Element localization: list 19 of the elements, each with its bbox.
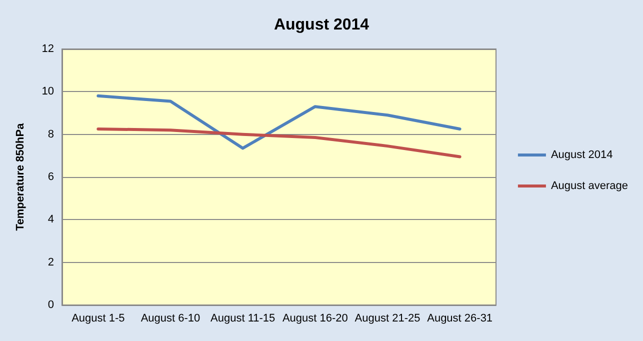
legend-label: August average [550,180,628,192]
y-axis-title: Temperature 850hPa [14,122,26,231]
legend-label: August 2014 [550,149,613,161]
x-tick-label: August 1-5 [72,312,125,324]
y-tick-label: 12 [42,43,54,55]
y-tick-label: 2 [48,256,54,268]
y-tick-label: 0 [48,299,54,311]
y-tick-label: 10 [42,86,54,98]
line-series [96,94,462,150]
x-tick-label: August 21-25 [354,312,420,324]
y-tick-label: 6 [48,171,54,183]
x-tick-label: August 26-31 [427,312,493,324]
chart-title: August 2014 [274,16,370,34]
x-tick-label: August 6-10 [140,312,200,324]
x-tick-label: August 16-20 [282,312,348,324]
y-tick-label: 8 [48,128,54,140]
y-tick-label: 4 [48,214,54,226]
line-series [96,128,462,158]
x-tick-label: August 11-15 [210,312,276,324]
